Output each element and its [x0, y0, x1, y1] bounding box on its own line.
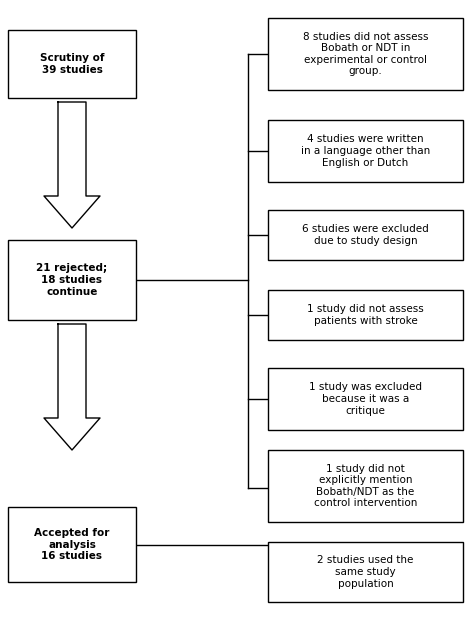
Bar [268, 120, 463, 182]
Text: 1 study did not
explicitly mention
Bobath/NDT as the
control intervention: 1 study did not explicitly mention Bobat… [314, 464, 417, 509]
Bar [268, 450, 463, 522]
Text: 4 studies were written
in a language other than
English or Dutch: 4 studies were written in a language oth… [301, 134, 430, 167]
Polygon shape [44, 418, 100, 450]
Polygon shape [44, 196, 100, 228]
Bar [268, 290, 463, 340]
Bar [268, 18, 463, 90]
Text: 1 study did not assess
patients with stroke: 1 study did not assess patients with str… [307, 304, 424, 326]
Bar [8, 30, 136, 98]
Text: Accepted for
analysis
16 studies: Accepted for analysis 16 studies [34, 528, 109, 561]
Text: Scrutiny of
39 studies: Scrutiny of 39 studies [40, 53, 104, 75]
Bar [8, 507, 136, 582]
Text: 21 rejected;
18 studies
continue: 21 rejected; 18 studies continue [36, 263, 108, 297]
Bar [268, 210, 463, 260]
Text: 1 study was excluded
because it was a
critique: 1 study was excluded because it was a cr… [309, 383, 422, 415]
Text: 6 studies were excluded
due to study design: 6 studies were excluded due to study des… [302, 224, 429, 246]
Bar [268, 542, 463, 602]
Text: 8 studies did not assess
Bobath or NDT in
experimental or control
group.: 8 studies did not assess Bobath or NDT i… [303, 32, 428, 77]
Text: 2 studies used the
same study
population: 2 studies used the same study population [317, 556, 414, 588]
Bar [268, 368, 463, 430]
Bar [8, 240, 136, 320]
Polygon shape [58, 102, 86, 196]
Polygon shape [58, 324, 86, 418]
